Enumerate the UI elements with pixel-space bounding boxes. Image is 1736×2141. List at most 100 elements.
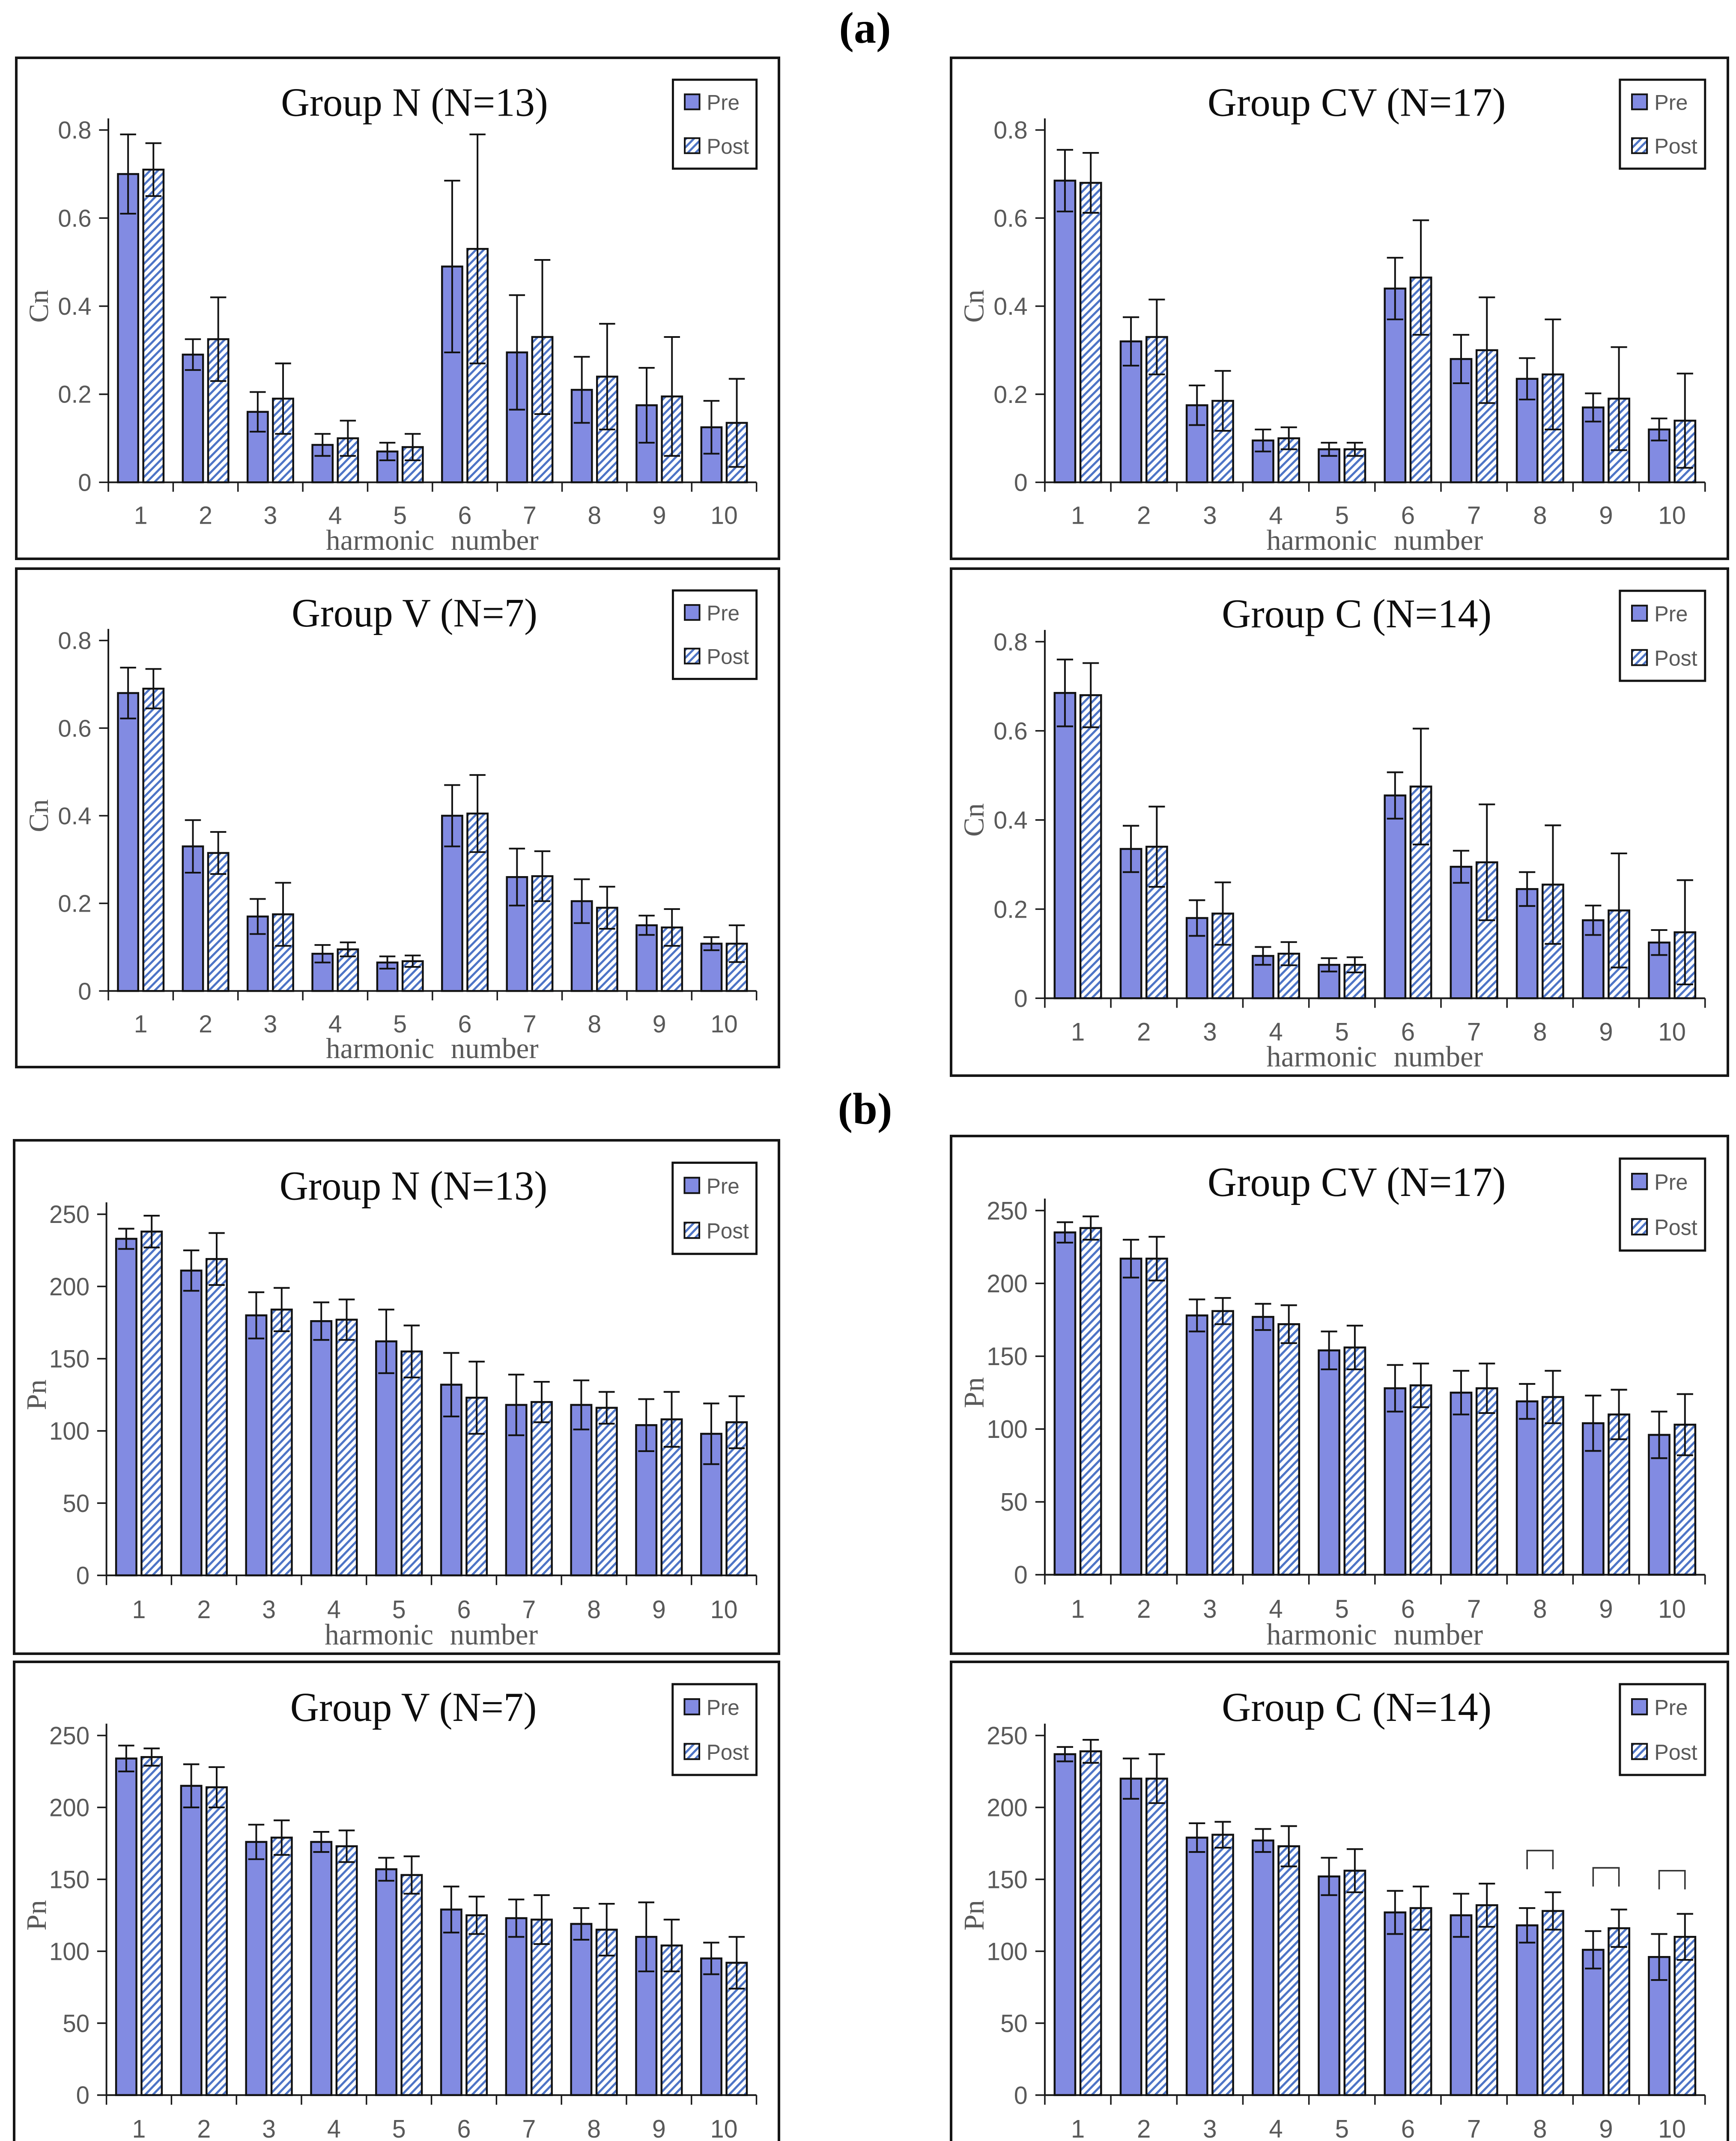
legend-pre-label: Pre [1654, 1695, 1688, 1720]
chart-title: Group N (N=13) [280, 1163, 548, 1209]
post-bar-h1 [142, 688, 165, 992]
x-tick-label: 6 [457, 1595, 471, 1624]
x-tick-label: 7 [1467, 502, 1481, 530]
pre-bar-h9 [1582, 919, 1605, 999]
legend-pre-swatch [1631, 1172, 1648, 1190]
x-tick-label: 9 [652, 2115, 666, 2141]
x-tick-label: 4 [328, 502, 342, 530]
x-tick-label: 8 [1533, 1594, 1547, 1623]
legend-pre-swatch [1631, 93, 1648, 110]
pre-bar-h3 [1185, 1314, 1208, 1576]
legend-pre-swatch [1631, 605, 1648, 622]
y-tick-label: 200 [49, 1273, 89, 1301]
panel-a-label: (a) [839, 3, 891, 53]
post-bar-h2 [1145, 1258, 1168, 1576]
x-tick-label: 1 [132, 1595, 146, 1624]
pre-bar-h5 [1318, 1349, 1341, 1576]
post-bar-h2 [206, 1786, 228, 2096]
x-tick-label: 3 [1203, 2115, 1217, 2141]
x-tick-label: 2 [1137, 502, 1151, 530]
pre-bar-h9 [1582, 1949, 1605, 2096]
x-tick-label: 1 [132, 2115, 146, 2141]
y-tick-label: 0.8 [58, 627, 91, 654]
y-tick-label: 0.4 [993, 807, 1028, 834]
pre-bar-h9 [635, 404, 658, 483]
x-tick-label: 1 [134, 1011, 148, 1038]
x-tick-label: 8 [1533, 502, 1547, 530]
x-tick-label: 2 [199, 1011, 212, 1038]
chart-a-group-n: Group N (N=13) 0 0.2 0.4 0.6 0.8 1 2 3 4 5 6 7 8 9 10 Cn… [15, 57, 780, 560]
y-tick-label: 0.4 [993, 293, 1028, 320]
y-tick-label: 100 [987, 1938, 1027, 1966]
y-tick-label: 150 [49, 1866, 89, 1894]
x-axis-title: harmonic number [1267, 2138, 1483, 2141]
y-tick-label: 0.6 [58, 205, 91, 233]
x-tick-label: 1 [1071, 2115, 1085, 2141]
pre-bar-h5 [1318, 1875, 1341, 2096]
x-tick-label: 10 [1658, 502, 1686, 530]
post-bar-h1 [1079, 182, 1102, 483]
x-tick-label: 8 [1533, 1018, 1547, 1046]
y-tick-label: 50 [63, 1490, 89, 1518]
pre-bar-h8 [1515, 1400, 1539, 1576]
x-axis-title: harmonic number [1267, 1618, 1483, 1651]
y-tick-label: 200 [987, 1270, 1028, 1298]
post-bar-h6 [1409, 1907, 1432, 2096]
pre-bar-h6 [1384, 1387, 1407, 1576]
chart-b-group-cv: Group CV (N=17) 0 50 100 150 200 250 1 2 3 4 5 6 7 8 9 1… [950, 1135, 1729, 1655]
x-axis-title: harmonic number [1267, 1040, 1483, 1073]
chart-b-group-n: Group N (N=13) 0 50 100 150 200 250 1 2 3 4 5 6 7 8 9 10… [13, 1139, 780, 1655]
pre-bar-h1 [1053, 1231, 1077, 1576]
legend-post-swatch [683, 1222, 701, 1239]
x-tick-label: 5 [392, 2115, 406, 2141]
x-tick-label: 6 [1401, 2115, 1415, 2141]
legend-pre-label: Pre [707, 601, 740, 625]
legend-pre-label: Pre [1654, 602, 1688, 626]
x-tick-label: 2 [1137, 2115, 1151, 2141]
y-tick-label: 150 [987, 1866, 1027, 1894]
chart-a-group-v: Group V (N=7) 0 0.2 0.4 0.6 0.8 1 2 3 4 5 6 7 8 9 10 Cn h… [15, 567, 780, 1068]
x-tick-label: 6 [457, 2115, 471, 2141]
x-tick-label: 8 [587, 1595, 601, 1624]
y-tick-label: 50 [1000, 2010, 1028, 2038]
pre-bar-h1 [117, 692, 140, 992]
x-tick-label: 1 [1071, 502, 1085, 530]
y-tick-label: 0.6 [58, 715, 91, 742]
pre-bar-h6 [441, 265, 463, 483]
pre-bar-h3 [1185, 1837, 1208, 2096]
y-tick-label: 0 [1014, 1561, 1028, 1589]
y-axis-title: Pn [21, 1380, 52, 1410]
y-tick-label: 0 [76, 2081, 89, 2109]
post-bar-h2 [1145, 1777, 1168, 2096]
x-axis-title: harmonic number [1267, 524, 1483, 556]
x-axis-title: harmonic number [326, 1032, 539, 1065]
legend-pre-label: Pre [707, 1695, 740, 1720]
x-tick-label: 7 [523, 502, 537, 530]
x-tick-label: 3 [264, 502, 277, 530]
significance-bracket-h10 [1658, 1870, 1686, 1890]
pre-bar-h2 [180, 1269, 203, 1577]
x-tick-label: 6 [1401, 1018, 1415, 1046]
pre-bar-h7 [1450, 865, 1473, 999]
legend-pre-swatch [1631, 1698, 1648, 1715]
x-tick-label: 3 [1203, 1018, 1217, 1046]
pre-bar-h3 [245, 1314, 268, 1577]
x-tick-label: 8 [588, 1011, 601, 1038]
pre-bar-h7 [1450, 1914, 1473, 2096]
post-bar-h1 [142, 168, 165, 483]
legend-post-label: Post [707, 1740, 749, 1765]
pre-bar-h4 [310, 1320, 333, 1577]
pre-bar-h1 [1053, 1753, 1077, 2096]
legend-pre-label: Pre [707, 90, 740, 114]
x-tick-label: 4 [1269, 2115, 1283, 2141]
chart-title: Group N (N=13) [281, 81, 548, 125]
post-bar-h3 [1211, 1834, 1234, 2096]
x-tick-label: 6 [1401, 1594, 1415, 1623]
x-tick-label: 9 [652, 1595, 666, 1624]
x-tick-label: 10 [1658, 1594, 1686, 1623]
legend-post-swatch [683, 1743, 701, 1760]
post-bar-h8 [595, 1407, 618, 1577]
post-bar-h7 [1475, 1387, 1498, 1576]
y-tick-label: 0.2 [993, 381, 1028, 409]
x-tick-label: 7 [1467, 2115, 1481, 2141]
